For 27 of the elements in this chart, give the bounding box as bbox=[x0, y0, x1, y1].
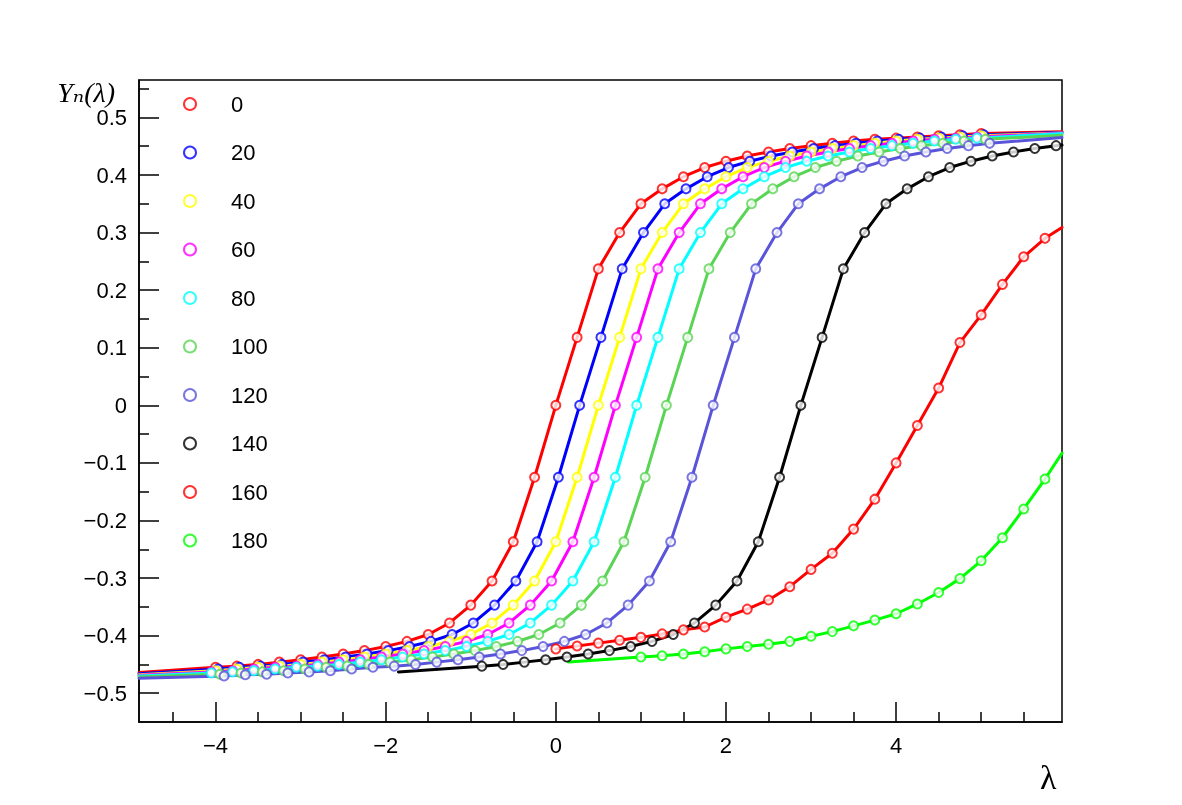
x-tick-label: 0 bbox=[549, 732, 562, 758]
y-tick-label: −0.2 bbox=[83, 507, 127, 533]
legend-label: 120 bbox=[231, 382, 268, 408]
y-tick-label: −0.4 bbox=[83, 623, 127, 649]
legend-label: 140 bbox=[231, 431, 268, 456]
legend-label: 40 bbox=[231, 188, 256, 214]
y-tick-label: 0.1 bbox=[96, 335, 127, 361]
y-tick-label: 0.4 bbox=[96, 162, 127, 188]
x-tick-label: −2 bbox=[373, 732, 399, 758]
y-tick-label: −0.3 bbox=[83, 565, 127, 591]
y-tick-label: −0.5 bbox=[83, 680, 127, 706]
x-tick-label: 2 bbox=[719, 732, 733, 758]
legend-label: 60 bbox=[231, 237, 256, 262]
x-tick-label: −4 bbox=[203, 732, 229, 758]
x-axis-title: λ bbox=[1040, 758, 1057, 796]
legend-label: 100 bbox=[231, 334, 268, 359]
legend-label: 180 bbox=[231, 528, 268, 553]
y-tick-label: 0.3 bbox=[96, 220, 127, 246]
y-tick-label: −0.1 bbox=[83, 450, 127, 476]
y-tick-label: 0 bbox=[114, 392, 127, 418]
legend-label: 0 bbox=[231, 91, 244, 117]
legend-label: 80 bbox=[231, 285, 256, 311]
y-tick-label: 0.2 bbox=[96, 277, 127, 303]
y-axis-title: Yₙ(λ) bbox=[57, 77, 115, 109]
legend-label: 160 bbox=[231, 479, 268, 505]
x-tick-label: 4 bbox=[889, 732, 903, 758]
legend-label: 20 bbox=[231, 140, 256, 165]
